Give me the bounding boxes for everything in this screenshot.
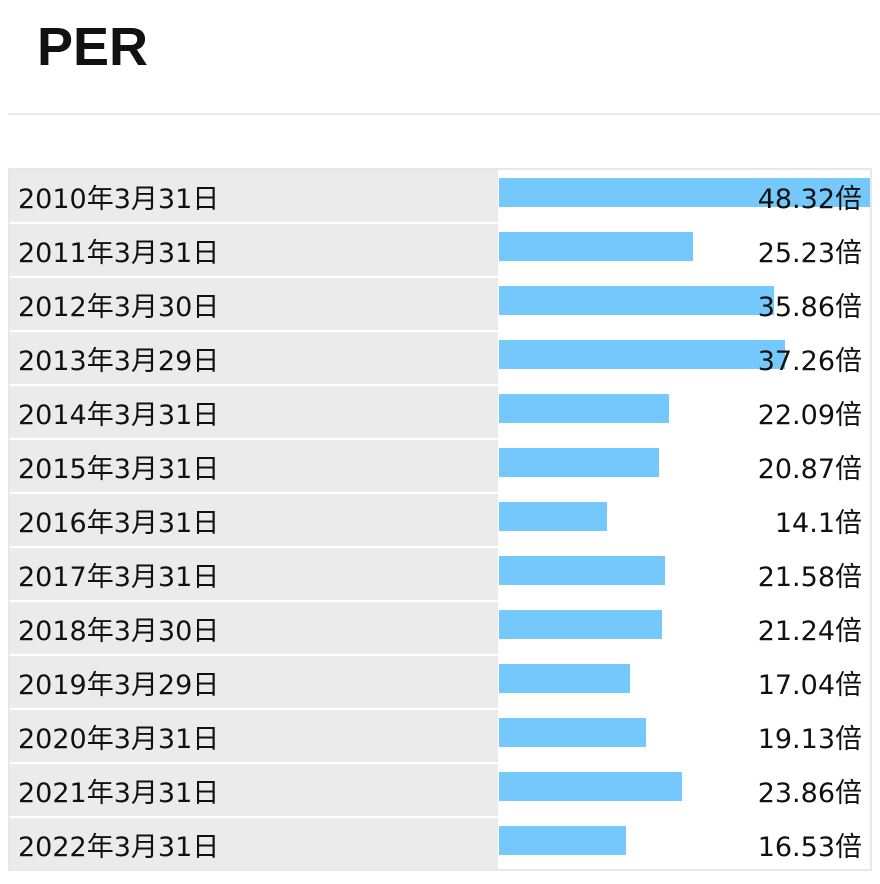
row-label-cell: 2015年3月31日 [10,440,498,492]
value-bar [499,610,662,639]
value-bar [499,664,630,693]
value-label: 21.24倍 [757,616,862,647]
category-label: 2022年3月31日 [18,832,220,863]
row-label-cell: 2020年3月31日 [10,710,498,762]
table-row: 2014年3月31日 22.09倍 [10,386,870,438]
category-label: 2017年3月31日 [18,562,220,593]
category-label: 2015年3月31日 [18,454,220,485]
row-label-cell: 2014年3月31日 [10,386,498,438]
table-row: 2021年3月31日 23.86倍 [10,764,870,816]
value-bar [499,178,870,207]
category-label: 2021年3月31日 [18,778,220,809]
category-label: 2013年3月29日 [18,346,220,377]
row-separator [10,222,870,224]
value-label: 21.58倍 [757,562,862,593]
row-label-cell: 2012年3月30日 [10,278,498,330]
category-label: 2020年3月31日 [18,724,220,755]
value-bar [499,232,693,261]
row-separator [10,384,870,386]
table-row: 2016年3月31日 14.1倍 [10,494,870,546]
value-bar [499,556,665,585]
table-row: 2013年3月29日 37.26倍 [10,332,870,384]
table-row: 2012年3月30日 35.86倍 [10,278,870,330]
value-bar [499,718,646,747]
table-row: 2020年3月31日 19.13倍 [10,710,870,762]
value-label: 23.86倍 [757,778,862,809]
category-label: 2018年3月30日 [18,616,220,647]
table-row: 2019年3月29日 17.04倍 [10,656,870,708]
row-label-cell: 2021年3月31日 [10,764,498,816]
row-separator [10,654,870,656]
row-label-cell: 2019年3月29日 [10,656,498,708]
title-divider [8,113,880,115]
row-label-cell: 2016年3月31日 [10,494,498,546]
row-label-cell: 2013年3月29日 [10,332,498,384]
value-bar [499,286,774,315]
value-label: 19.13倍 [757,724,862,755]
value-label: 17.04倍 [757,670,862,701]
table-row: 2022年3月31日 16.53倍 [10,818,870,870]
category-label: 2011年3月31日 [18,238,220,269]
value-label: 20.87倍 [757,454,862,485]
category-label: 2019年3月29日 [18,670,220,701]
value-label: 16.53倍 [757,832,862,863]
category-label: 2012年3月30日 [18,292,220,323]
row-label-cell: 2022年3月31日 [10,818,498,870]
value-bar [499,826,626,855]
value-label: 35.86倍 [757,292,862,323]
table-row: 2018年3月30日 21.24倍 [10,602,870,654]
value-label: 37.26倍 [757,346,862,377]
row-separator [10,438,870,440]
value-label: 22.09倍 [757,400,862,431]
value-label: 14.1倍 [774,508,862,539]
row-separator [10,492,870,494]
value-bar [499,448,659,477]
row-label-cell: 2018年3月30日 [10,602,498,654]
value-label: 48.32倍 [757,184,862,215]
row-separator [10,330,870,332]
value-bar [499,502,607,531]
row-separator [10,600,870,602]
row-separator [10,276,870,278]
page-title: PER [37,17,149,77]
value-label: 25.23倍 [757,238,862,269]
table-row: 2010年3月31日 48.32倍 [10,170,870,222]
value-bar [499,772,682,801]
row-separator [10,762,870,764]
category-label: 2010年3月31日 [18,184,220,215]
table-row: 2017年3月31日 21.58倍 [10,548,870,600]
category-label: 2014年3月31日 [18,400,220,431]
value-bar [499,394,669,423]
per-bar-table: 2010年3月31日 48.32倍 2011年3月31日 25.23倍 2012年3月3… [8,168,872,871]
table-row: 2011年3月31日 25.23倍 [10,224,870,276]
row-label-cell: 2010年3月31日 [10,170,498,222]
row-separator [10,816,870,818]
category-label: 2016年3月31日 [18,508,220,539]
row-label-cell: 2011年3月31日 [10,224,498,276]
row-label-cell: 2017年3月31日 [10,548,498,600]
row-separator [10,546,870,548]
value-bar [499,340,785,369]
row-separator [10,708,870,710]
table-row: 2015年3月31日 20.87倍 [10,440,870,492]
